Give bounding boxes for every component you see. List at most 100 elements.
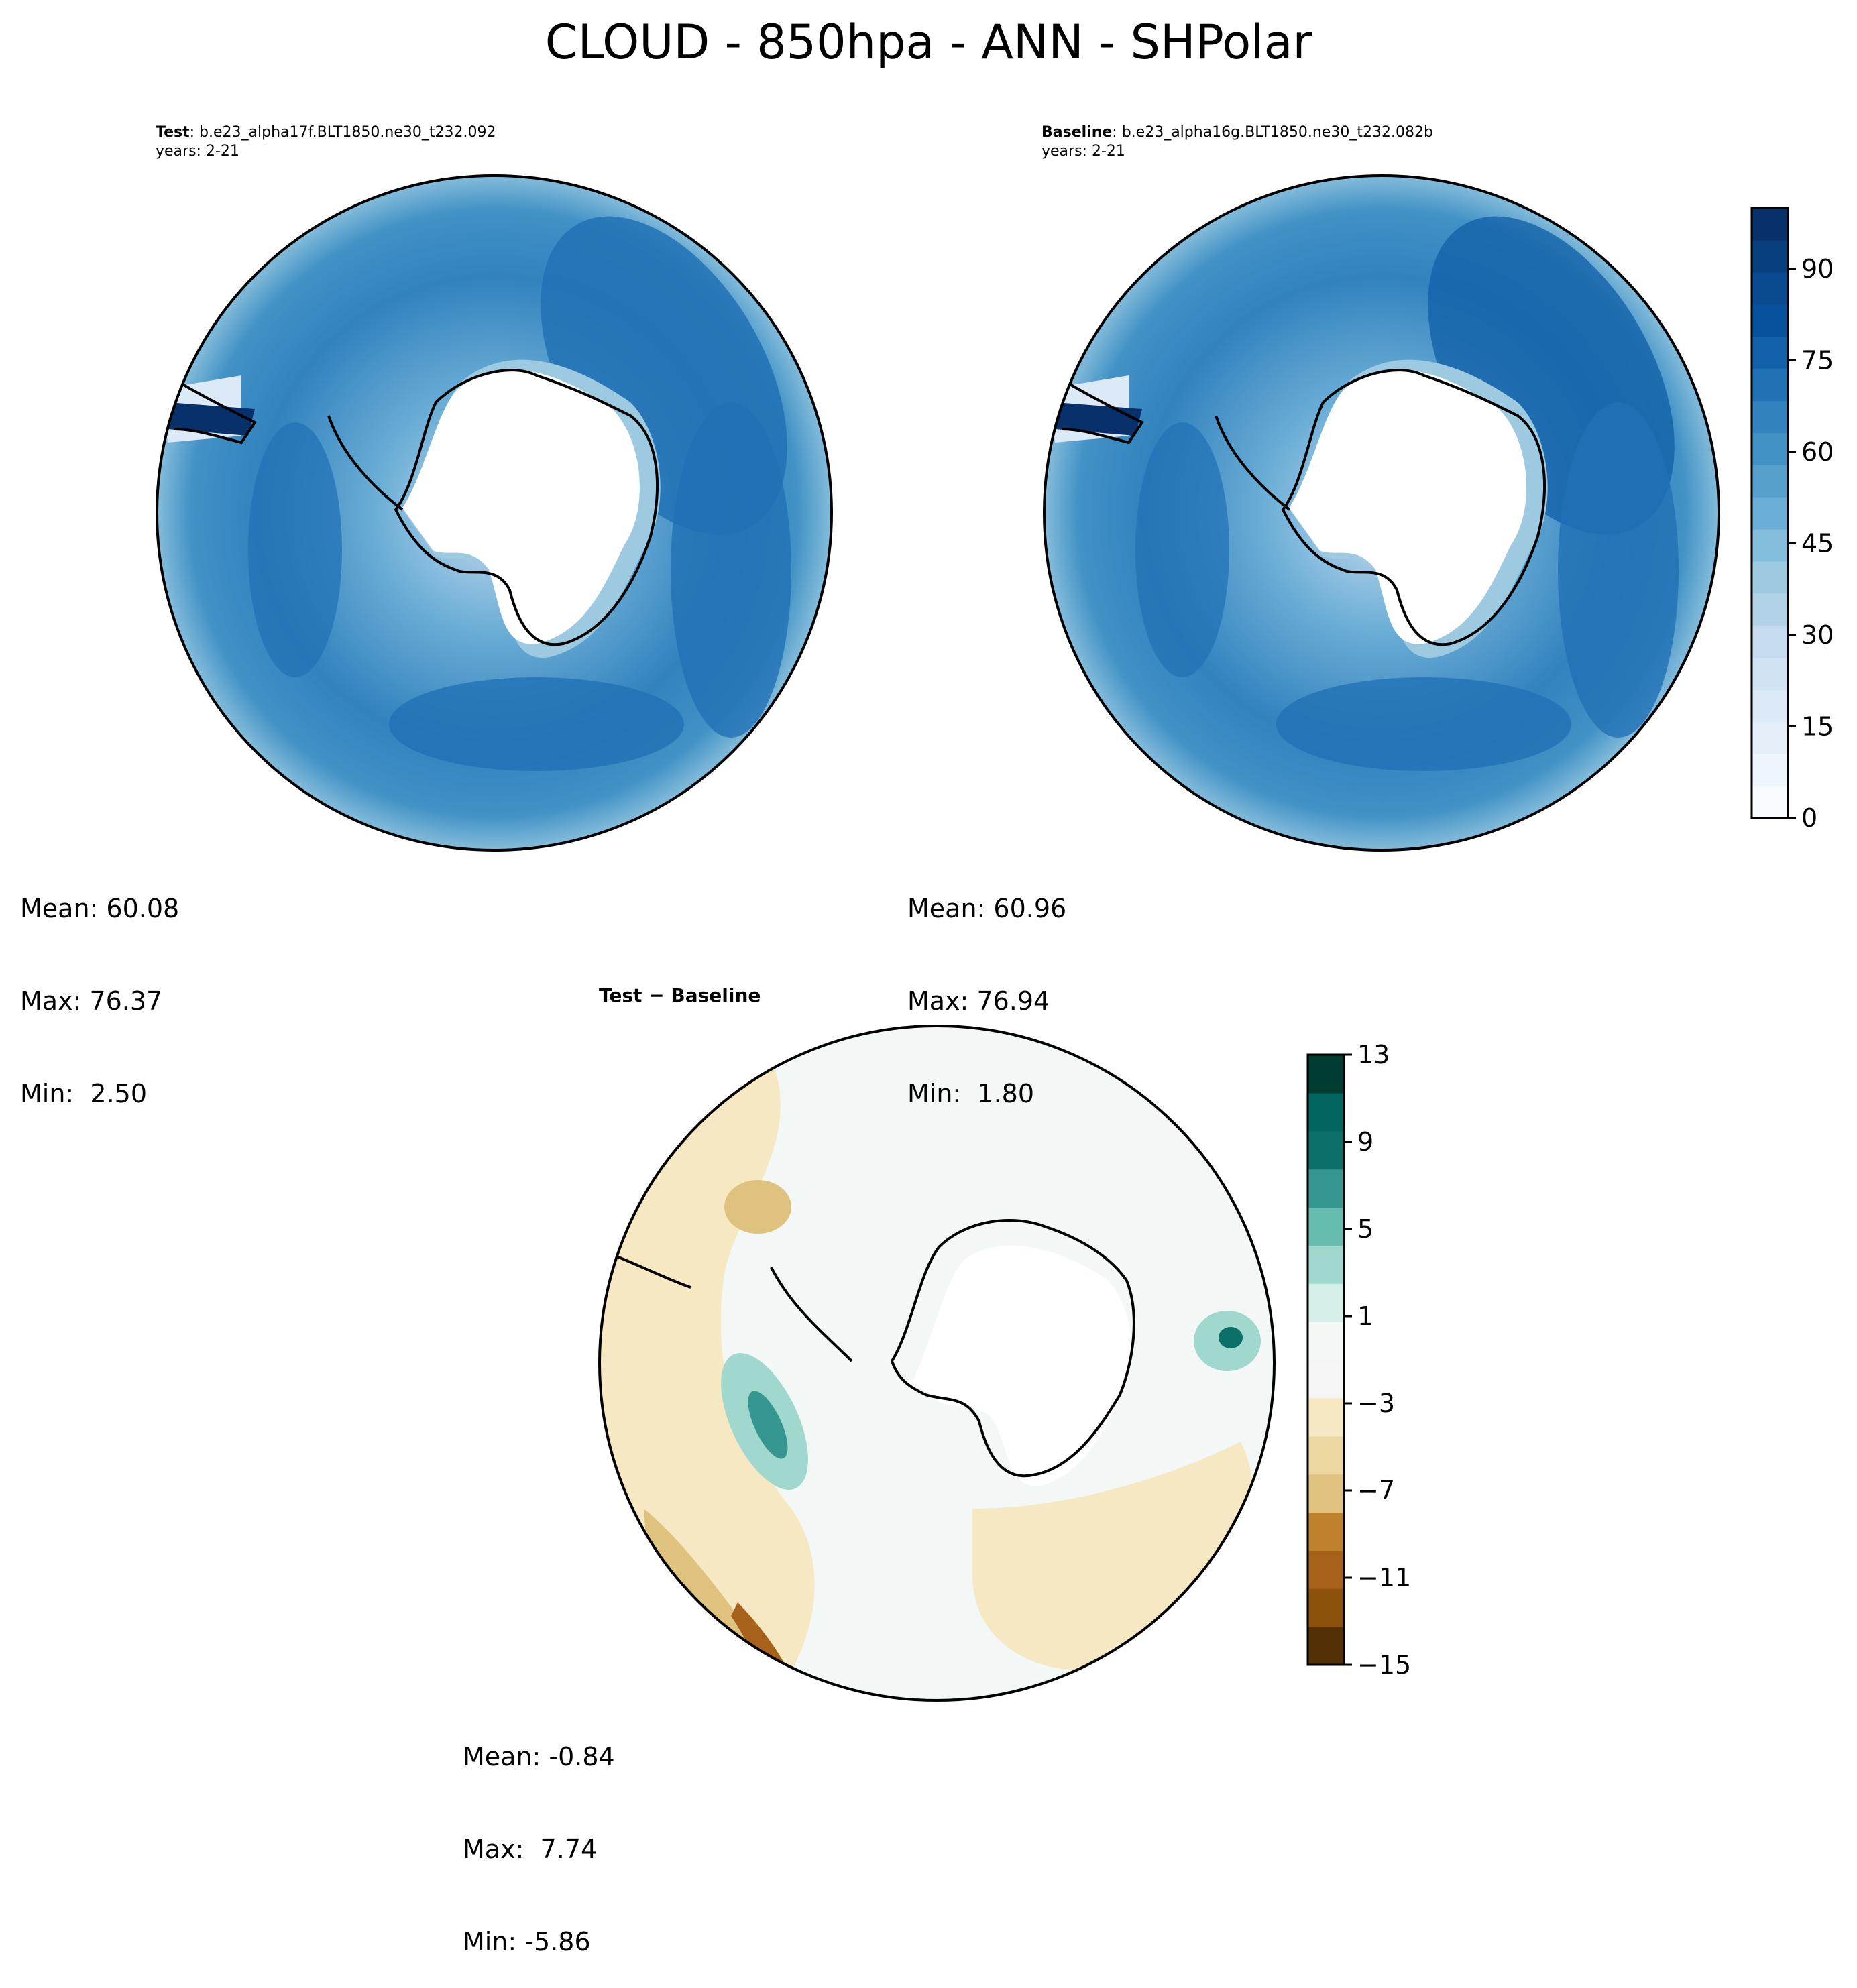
diff-stats: Mean: -0.84 Max: 7.74 Min: -5.86 (463, 1680, 615, 1988)
diff-colorbar-segment (1308, 1512, 1344, 1551)
abs-colorbar-segment (1752, 593, 1788, 626)
diff-colorbar-tick-label: −11 (1357, 1563, 1411, 1592)
diff-positive-core-west (748, 1391, 788, 1459)
abs-colorbar-segment (1752, 239, 1788, 273)
baseline-max-band-south (1276, 677, 1571, 771)
test-south-america-coast (166, 374, 257, 445)
abs-colorbar-segment (1752, 754, 1788, 786)
abs-colorbar-tick-label: 45 (1801, 529, 1834, 559)
abs-colorbar-segment (1752, 528, 1788, 562)
abs-colorbar-segment (1752, 689, 1788, 722)
diff-colorbar-segment (1308, 1322, 1344, 1360)
test-name-label: Test (156, 124, 190, 141)
diff-colorbar-segment (1308, 1207, 1344, 1246)
test-antarctica-coast (394, 369, 659, 646)
diff-title: Test − Baseline (599, 984, 761, 1006)
baseline-case-label: Baseline: b.e23_alpha16g.BLT1850.ne30_t2… (1042, 123, 1433, 142)
abs-colorbar-segment (1752, 432, 1788, 465)
test-years-label: years: 2-21 (156, 143, 239, 160)
diff-colorbar-tick-label: 9 (1357, 1127, 1373, 1157)
abs-colorbar-segment (1752, 272, 1788, 305)
baseline-peninsula-coast (1215, 415, 1291, 511)
test-map (157, 176, 832, 850)
abs-colorbar-tick-label: 15 (1801, 712, 1834, 742)
diff-negative-patch-north (724, 1180, 791, 1234)
abs-colorbar: 0 15 30 45 60 75 90 (1750, 207, 1834, 833)
diff-colorbar-segment (1308, 1360, 1344, 1399)
diff-colorbar-segment (1308, 1169, 1344, 1208)
diff-antarctica (912, 1245, 1132, 1486)
diff-max-patch (1219, 1327, 1243, 1348)
diff-colorbar-segment (1308, 1283, 1344, 1322)
figure-title: CLOUD - 850hpa - ANN - SHPolar (545, 15, 1312, 70)
abs-colorbar-tick-label: 30 (1801, 620, 1834, 650)
baseline-antarctica (1289, 369, 1527, 644)
diff-south-america-coast (610, 1252, 691, 1289)
test-case-label: Test: b.e23_alpha17f.BLT1850.ne30_t232.0… (156, 123, 496, 142)
test-mean: Mean: 60.08 (20, 894, 180, 923)
baseline-south-america-coast (1054, 374, 1144, 445)
abs-colorbar-segment (1752, 400, 1788, 433)
diff-antarctica-coast (890, 1219, 1135, 1478)
diff-colorbar: −15 −11 −7 −3 1 5 9 13 (1306, 1040, 1411, 1680)
abs-colorbar-segment (1752, 721, 1788, 754)
test-peninsula-coast (327, 415, 404, 511)
test-min: Min: 2.50 (20, 1079, 147, 1108)
diff-colorbar-segment (1308, 1245, 1344, 1284)
diff-colorbar-segment (1308, 1436, 1344, 1475)
diff-mean: Mean: -0.84 (463, 1742, 615, 1771)
diff-min: Min: -5.86 (463, 1927, 591, 1956)
abs-colorbar-segment (1752, 304, 1788, 337)
baseline-max-band-west (1135, 422, 1229, 677)
diff-map-boundary (598, 1025, 1276, 1702)
test-case-name: : b.e23_alpha17f.BLT1850.ne30_t232.092 (189, 124, 496, 141)
abs-colorbar-segment (1752, 561, 1788, 594)
abs-colorbar-tick-label: 60 (1801, 437, 1834, 467)
abs-colorbar-tick-label: 0 (1801, 803, 1817, 833)
diff-colorbar-tick-label: −15 (1357, 1650, 1411, 1680)
baseline-map (1044, 176, 1719, 850)
abs-colorbar-segment (1752, 625, 1788, 658)
abs-colorbar-segment (1752, 786, 1788, 819)
diff-colorbar-segment (1308, 1474, 1344, 1513)
abs-colorbar-segment (1752, 208, 1788, 241)
diff-colorbar-segment (1308, 1550, 1344, 1589)
test-max-band-west (248, 422, 342, 677)
test-max-band-southeast (671, 402, 791, 738)
baseline-antarctica-coast (1281, 369, 1546, 646)
diff-colorbar-segment (1308, 1092, 1344, 1132)
test-stats: Mean: 60.08 Max: 76.37 Min: 2.50 (20, 831, 179, 1140)
diff-colorbar-segment (1308, 1627, 1344, 1665)
diff-colorbar-tick-label: 5 (1357, 1214, 1373, 1244)
diff-colorbar-segment (1308, 1588, 1344, 1627)
abs-colorbar-segment (1752, 497, 1788, 530)
abs-colorbar-frame (1750, 207, 1789, 819)
baseline-max: Max: 76.94 (907, 986, 1050, 1016)
diff-colorbar-tick-label: −7 (1357, 1476, 1395, 1505)
diff-colorbar-segment (1308, 1397, 1344, 1437)
abs-colorbar-tick-label: 90 (1801, 254, 1834, 284)
baseline-name-label: Baseline (1042, 124, 1113, 141)
baseline-stats: Mean: 60.96 Max: 76.94 Min: 1.80 (907, 831, 1066, 1140)
diff-colorbar-tick-label: 1 (1357, 1301, 1373, 1331)
diff-colorbar-segment (1308, 1130, 1344, 1170)
baseline-max-band-southeast (1558, 402, 1679, 738)
diff-map (600, 1026, 1274, 1700)
baseline-case-name: : b.e23_alpha16g.BLT1850.ne30_t232.082b (1112, 124, 1433, 141)
diff-colorbar-tick-label: −3 (1357, 1389, 1395, 1418)
abs-colorbar-segment (1752, 465, 1788, 498)
baseline-min: Min: 1.80 (907, 1079, 1034, 1108)
abs-colorbar-segment (1752, 657, 1788, 691)
test-max: Max: 76.37 (20, 986, 163, 1016)
abs-colorbar-tick-label: 75 (1801, 346, 1834, 375)
abs-colorbar-segment (1752, 368, 1788, 401)
abs-colorbar-segment (1752, 336, 1788, 369)
diff-peninsula-coast (770, 1267, 853, 1362)
diff-colorbar-segment (1308, 1055, 1344, 1094)
test-antarctica (402, 369, 640, 644)
baseline-mean: Mean: 60.96 (907, 894, 1067, 923)
baseline-years-label: years: 2-21 (1042, 143, 1125, 160)
baseline-map-boundary (1043, 174, 1720, 852)
diff-colorbar-tick-label: 13 (1357, 1040, 1390, 1069)
